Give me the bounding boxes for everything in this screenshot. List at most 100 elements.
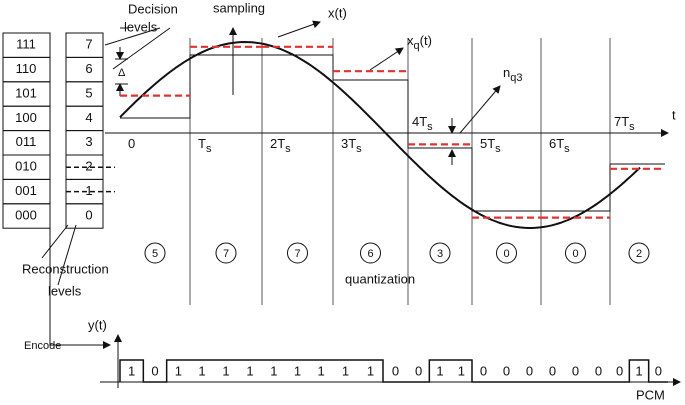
pcm-bit: 0 — [526, 363, 533, 378]
level-value: 5 — [152, 248, 158, 260]
level-number: 7 — [85, 37, 92, 52]
sample-time: 3Ts — [341, 136, 362, 154]
pcm-bit: 1 — [198, 363, 205, 378]
pcm-bit: 1 — [246, 363, 253, 378]
label-main: 3T — [341, 136, 356, 151]
level-number: 3 — [85, 134, 92, 149]
pcm-bit: 1 — [128, 363, 135, 378]
code-word: 001 — [15, 183, 37, 198]
level-circle — [496, 242, 517, 264]
label-sub: s — [356, 143, 362, 155]
pcm-bit: 1 — [458, 363, 465, 378]
signal-arrow — [277, 20, 321, 38]
label-sub: s — [495, 143, 501, 155]
pcm-bit: 0 — [572, 363, 579, 378]
sample-time: 4Ts — [412, 114, 433, 132]
label-main: n — [503, 65, 510, 80]
level-circle — [628, 242, 650, 264]
level-circle — [565, 242, 586, 264]
reconstruction-label: Reconstruction — [22, 261, 109, 276]
pcm-bit: 1 — [222, 363, 229, 378]
quantized-arrow — [369, 47, 404, 71]
label-main: 7T — [614, 114, 629, 129]
sample-time: 6Ts — [549, 136, 570, 154]
pcm-bit: 1 — [270, 363, 277, 378]
encode-label: Encode — [24, 340, 61, 352]
pcm-bit: 0 — [151, 363, 158, 378]
label-main: 6T — [549, 136, 564, 151]
label-suffix: (t) — [420, 33, 432, 48]
level-number: 4 — [85, 110, 92, 125]
quantized-label: xq(t) — [407, 33, 432, 51]
pcm-bit: 0 — [480, 363, 487, 378]
level-circle — [287, 242, 308, 264]
code-word: 101 — [15, 85, 37, 100]
label-main: 0 — [128, 136, 135, 151]
noise-label: nq3 — [503, 65, 522, 83]
leader — [41, 224, 69, 259]
pcm-bit: 1 — [367, 363, 374, 378]
level-circle — [360, 242, 381, 264]
label-sub: s — [564, 143, 570, 155]
code-word: 110 — [16, 61, 37, 76]
signal-label: x(t) — [328, 5, 347, 20]
quantization-label: quantization — [345, 271, 415, 286]
level-number: 5 — [85, 85, 92, 100]
label-sub: s — [427, 121, 433, 133]
level-number: 6 — [85, 61, 92, 76]
pcm-bit: 0 — [415, 363, 422, 378]
level-cell — [65, 203, 104, 229]
level-number: 2 — [85, 159, 92, 174]
pcm-bit: 0 — [595, 363, 602, 378]
code-cell — [2, 203, 51, 229]
pcm-bit: 1 — [318, 363, 325, 378]
pcm-bit: 1 — [342, 363, 349, 378]
level-value: 7 — [223, 248, 229, 260]
level-number: 1 — [85, 183, 92, 198]
sample-time: Ts — [198, 136, 212, 154]
level-circle — [144, 242, 166, 264]
pcm-bit: 1 — [436, 363, 443, 378]
output-axis-label: y(t) — [88, 317, 107, 332]
signal-curve — [119, 40, 641, 229]
delta-label: Δ — [118, 67, 126, 79]
pcm-label: PCM — [636, 387, 665, 402]
level-value: 0 — [572, 248, 578, 260]
label-sub: s — [206, 143, 212, 155]
leader — [104, 27, 161, 46]
pcm-bit: 0 — [655, 363, 662, 378]
code-word: 100 — [15, 110, 37, 125]
label-sub: q — [414, 40, 420, 52]
label-sub: s — [285, 143, 291, 155]
encode-arrow — [49, 228, 111, 349]
pcm-bit: 1 — [175, 363, 182, 378]
level-value: 2 — [636, 248, 642, 260]
label-main: 4T — [412, 114, 427, 129]
decision-label: levels — [124, 19, 158, 34]
level-circle — [429, 242, 451, 264]
level-value: 7 — [294, 248, 300, 260]
level-value: 0 — [503, 248, 509, 260]
pcm-bit: 0 — [549, 363, 556, 378]
sample-time: 5Ts — [480, 136, 501, 154]
level-number: 0 — [85, 207, 92, 222]
sampling-label: sampling — [213, 0, 265, 15]
leader — [57, 224, 77, 286]
label-sub: q3 — [510, 72, 522, 84]
pcm-bit: 1 — [294, 363, 301, 378]
sample-time: 0 — [128, 136, 135, 151]
code-word: 111 — [16, 37, 36, 52]
level-value: 6 — [367, 248, 373, 260]
pcm-bit: 0 — [616, 363, 623, 378]
pcm-bit: 0 — [392, 363, 399, 378]
noise-arrow — [459, 85, 501, 134]
pcm-bit: 0 — [503, 363, 510, 378]
label-main: x — [407, 33, 414, 48]
reconstruction-label: levels — [48, 283, 82, 298]
time-axis-label: t — [672, 107, 676, 122]
level-circle — [215, 242, 237, 264]
leader — [112, 27, 171, 70]
sample-time: 2Ts — [270, 136, 291, 154]
sample-time: 7Ts — [614, 114, 635, 132]
